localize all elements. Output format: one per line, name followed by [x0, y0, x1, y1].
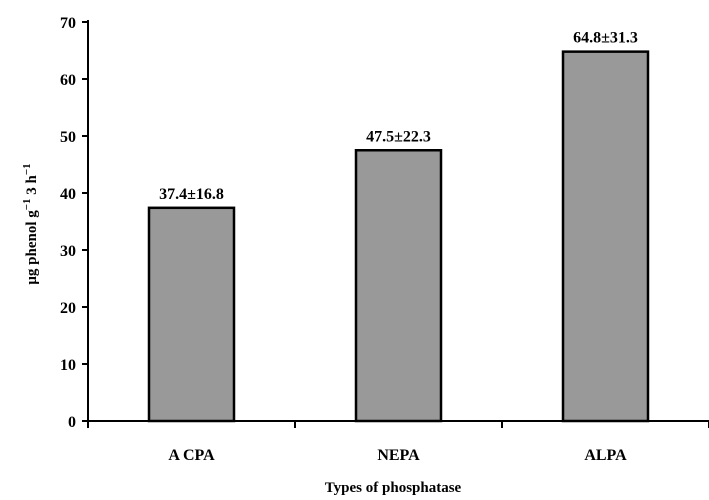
- y-tick-label: 20: [60, 300, 76, 317]
- bar-data-label: 64.8±31.3: [573, 30, 638, 47]
- y-tick-label: 60: [60, 72, 76, 89]
- y-tick-label: 40: [60, 186, 76, 203]
- x-tick-label: A CPA: [168, 447, 215, 464]
- bar-data-label: 47.5±22.3: [366, 128, 431, 145]
- bar: [356, 150, 441, 421]
- y-tick-label: 70: [60, 15, 76, 32]
- x-tick-label: NEPA: [377, 447, 420, 464]
- bar-data-label: 37.4±16.8: [159, 186, 224, 203]
- y-tick-label: 0: [68, 414, 76, 431]
- y-axis-title: μg phenol g−1 3 h−1: [21, 163, 40, 284]
- x-tick-label: ALPA: [584, 447, 627, 464]
- bars: 37.4±16.8 47.5±22.3 64.8±31.3: [149, 30, 648, 421]
- bar: [563, 52, 648, 421]
- x-axis-title: Types of phosphatase: [325, 480, 462, 496]
- y-axis-title-exp2: −1: [21, 163, 33, 175]
- y-axis-ticks: 0 10 20 30 40 50 60 70: [60, 15, 88, 431]
- y-tick-label: 30: [60, 243, 76, 260]
- bar: [149, 208, 234, 421]
- y-axis-title-base: μg phenol g: [24, 210, 40, 285]
- y-tick-label: 10: [60, 357, 76, 374]
- x-axis-ticks: A CPA NEPA ALPA: [88, 421, 709, 464]
- y-axis-title-exp1: −1: [21, 198, 33, 210]
- y-tick-label: 50: [60, 129, 76, 146]
- y-axis-title-mid: 3 h: [24, 174, 40, 198]
